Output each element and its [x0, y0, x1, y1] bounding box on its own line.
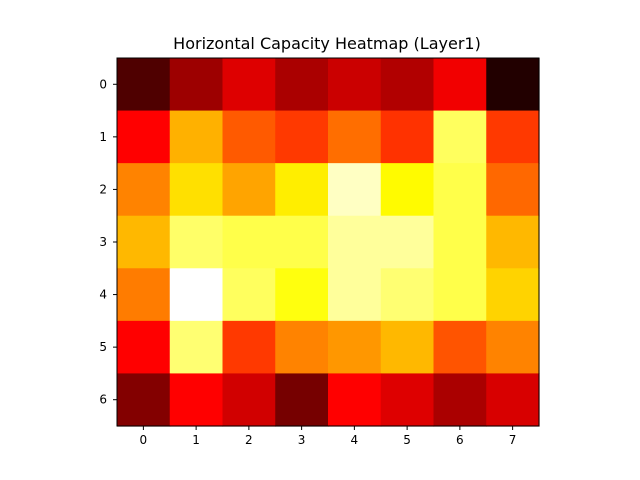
heatmap-cell	[169, 163, 224, 217]
y-tick-label: 3	[99, 235, 107, 249]
chart-title: Horizontal Capacity Heatmap (Layer1)	[173, 34, 481, 53]
y-tick-label: 1	[99, 130, 107, 144]
heatmap-cell	[433, 320, 487, 375]
heatmap-cell	[380, 215, 435, 269]
heatmap-cell	[486, 215, 540, 269]
heatmap-cell	[380, 163, 435, 217]
x-tick-label: 3	[298, 433, 306, 447]
heatmap-cell	[169, 215, 224, 269]
heatmap-cell	[222, 373, 276, 427]
heatmap-cell	[328, 58, 382, 112]
heatmap-cell	[328, 268, 382, 322]
plot-frame	[116, 57, 540, 427]
x-tick-label: 4	[351, 433, 359, 447]
x-tick-label: 6	[456, 433, 464, 447]
heatmap-cell	[222, 110, 276, 164]
heatmap-cell	[169, 58, 224, 112]
heatmap-cell	[486, 320, 540, 375]
heatmap-cell	[117, 163, 171, 217]
heatmap-cell	[275, 58, 329, 112]
heatmap-cell	[117, 373, 171, 427]
heatmap-cell	[486, 58, 540, 112]
heatmap-cell	[328, 110, 382, 164]
heatmap-cell	[222, 320, 276, 375]
heatmap-cell	[222, 163, 276, 217]
heatmap-cell	[380, 320, 435, 375]
y-axis: 0 1 2 3 4 5 6	[99, 77, 117, 407]
heatmap-cell	[169, 110, 224, 164]
heatmap-cell	[169, 320, 224, 375]
heatmap-cell	[486, 163, 540, 217]
heatmap-cell	[328, 215, 382, 269]
y-tick-label: 5	[99, 340, 107, 354]
heatmap-cell	[433, 215, 487, 269]
heatmap-cell	[169, 268, 224, 322]
heatmap-cell	[169, 373, 224, 427]
heatmap-cell	[117, 215, 171, 269]
heatmap-cell	[486, 373, 540, 427]
x-tick-label: 0	[140, 433, 148, 447]
x-tick-label: 5	[403, 433, 411, 447]
heatmap-cell	[222, 58, 276, 112]
heatmap-cell	[117, 268, 171, 322]
heatmap-cell	[275, 373, 329, 427]
x-tick-label: 2	[245, 433, 253, 447]
y-tick-label: 2	[99, 182, 107, 196]
heatmap-cell	[222, 268, 276, 322]
x-tick-label: 1	[192, 433, 200, 447]
heatmap-cell	[433, 373, 487, 427]
heatmap-cell	[380, 373, 435, 427]
heatmap-cell	[275, 268, 329, 322]
heatmap-cell	[486, 110, 540, 164]
heatmap-cell	[222, 215, 276, 269]
y-tick-label: 4	[99, 288, 107, 302]
heatmap-cell	[275, 215, 329, 269]
heatmap-cell	[117, 110, 171, 164]
y-tick-label: 6	[99, 393, 107, 407]
heatmap-cell	[433, 163, 487, 217]
heatmap-cell	[328, 320, 382, 375]
heatmap-cell	[380, 58, 435, 112]
y-tick-label: 0	[99, 77, 107, 91]
heatmap-cell	[328, 163, 382, 217]
heatmap-cell	[328, 373, 382, 427]
heatmap-cell	[117, 320, 171, 375]
heatmap-cell	[275, 110, 329, 164]
x-axis: 0 1 2 3 4 5 6 7	[140, 425, 517, 447]
heatmap-cell	[433, 110, 487, 164]
heatmap-cell	[486, 268, 540, 322]
heatmap-cell	[275, 320, 329, 375]
heatmap-cells	[117, 58, 540, 427]
heatmap-cell	[117, 58, 171, 112]
heatmap-cell	[380, 110, 435, 164]
heatmap-cell	[275, 163, 329, 217]
heatmap-cell	[433, 268, 487, 322]
heatmap-cell	[380, 268, 435, 322]
x-tick-label: 7	[509, 433, 517, 447]
heatmap-cell	[433, 58, 487, 112]
